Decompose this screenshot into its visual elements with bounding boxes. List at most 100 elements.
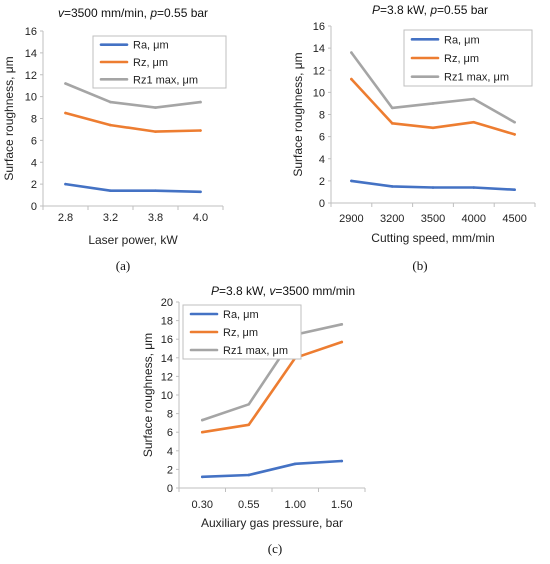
x-tick-label: 1.00: [285, 499, 306, 511]
y-tick-label: 16: [161, 334, 173, 346]
chart-title-part: =3500 mm/min,: [64, 6, 150, 20]
chart-title: P=3.8 kW, v=3500 mm/min: [211, 284, 355, 298]
chart-title-part: p: [429, 3, 437, 17]
y-tick-label: 10: [313, 87, 325, 99]
chart-title-part: =3.8 kW,: [380, 3, 430, 17]
y-axis-label: Surface roughness, μm: [141, 333, 155, 457]
data-point-rz1-max-m: [513, 120, 516, 124]
series-line-rz-m: [201, 340, 344, 434]
panel-caption: (b): [412, 258, 427, 273]
data-point-rz-m: [64, 111, 67, 115]
chart-title-part: =0.55 bar: [157, 6, 208, 20]
x-axis-label: Laser power, kW: [88, 233, 178, 247]
x-tick-label: 0.55: [238, 499, 259, 511]
data-point-rz1-max-m: [199, 100, 202, 104]
data-point-rz-m: [513, 133, 516, 136]
x-tick-label: 1.50: [331, 499, 352, 511]
legend-label: Rz1 max, μm: [223, 345, 288, 357]
y-tick-label: 12: [313, 65, 325, 77]
chart-title-part: P: [372, 3, 380, 17]
y-tick-label: 14: [161, 353, 173, 365]
chart-title-part: =3500 mm/min: [275, 284, 355, 298]
x-tick-label: 3500: [421, 213, 445, 225]
y-tick-label: 14: [313, 43, 325, 55]
y-tick-label: 2: [31, 179, 37, 191]
data-point-rz-m: [154, 130, 157, 133]
data-point-rz-m: [472, 120, 476, 124]
chart-panel-2: P=3.8 kW, p=0.55 bar 0 2 4 6 8 10 12 14 16 2900 320…: [291, 3, 536, 273]
x-tick-label: 3200: [380, 213, 404, 225]
x-tick-label: 0.30: [192, 499, 213, 511]
data-point-rz-m: [340, 340, 344, 344]
y-axis-label: Surface roughness, μm: [291, 52, 305, 176]
y-tick-label: 0: [31, 201, 37, 213]
data-point-rz1-max-m: [350, 51, 353, 54]
data-point-rz1-max-m: [109, 100, 112, 104]
x-axis-label: Auxiliary gas pressure, bar: [201, 516, 343, 530]
y-tick-label: 4: [319, 154, 325, 166]
legend-label: Ra, μm: [133, 40, 169, 52]
y-tick-label: 0: [167, 483, 173, 495]
legend: Ra, μm Rz, μm Rz1 max, μm: [92, 35, 227, 89]
y-tick-label: 20: [161, 297, 173, 309]
x-tick-label: 3.8: [148, 212, 163, 224]
legend-label: Ra, μm: [223, 309, 259, 321]
panel-caption: (a): [116, 258, 130, 273]
legend-label: Ra, μm: [444, 34, 480, 46]
data-point-ra-m: [340, 459, 344, 463]
data-point-ra-m: [247, 473, 251, 477]
chart-title: P=3.8 kW, p=0.55 bar: [372, 3, 488, 17]
legend-label: Rz, μm: [444, 53, 479, 65]
data-point-rz-m: [200, 430, 204, 434]
data-point-ra-m: [472, 186, 476, 189]
x-axis-label: Cutting speed, mm/min: [371, 231, 494, 245]
data-point-ra-m: [109, 189, 112, 192]
data-point-ra-m: [431, 186, 435, 189]
data-point-rz1-max-m: [340, 323, 344, 326]
data-point-ra-m: [199, 190, 202, 194]
x-tick-label: 4.0: [193, 212, 208, 224]
data-point-rz1-max-m: [64, 82, 67, 85]
data-point-rz1-max-m: [154, 106, 157, 109]
data-point-ra-m: [390, 185, 394, 188]
y-tick-label: 16: [25, 26, 37, 38]
data-point-rz-m: [109, 123, 112, 127]
y-tick-label: 2: [167, 464, 173, 476]
chart-title-part: v: [58, 6, 65, 20]
chart-title-part: P: [211, 284, 219, 298]
y-tick-label: 6: [31, 135, 37, 147]
legend-label: Rz, μm: [133, 57, 168, 69]
y-tick-label: 0: [319, 198, 325, 210]
y-tick-label: 8: [31, 114, 37, 126]
y-tick-label: 10: [161, 390, 173, 402]
x-tick-label: 4500: [502, 213, 526, 225]
y-tick-label: 14: [25, 48, 37, 60]
chart-title: v=3500 mm/min, p=0.55 bar: [58, 6, 208, 20]
legend: Ra, μm Rz, μm Rz1 max, μm: [403, 29, 533, 87]
y-tick-label: 16: [313, 21, 325, 33]
y-tick-label: 2: [319, 176, 325, 188]
x-tick-label: 2900: [339, 213, 363, 225]
y-tick-label: 4: [167, 446, 173, 458]
data-point-ra-m: [513, 188, 516, 192]
chart-panel-3: P=3.8 kW, v=3500 mm/min 0 2 4 6 8 10 12 14 16 18 20…: [141, 284, 366, 556]
series-line-ra-m: [64, 182, 202, 194]
y-tick-label: 6: [167, 427, 173, 439]
series-line-rz1-max-m: [64, 82, 202, 109]
data-point-rz1-max-m: [431, 102, 435, 105]
data-point-ra-m: [293, 462, 297, 466]
chart-title-part: =0.55 bar: [437, 3, 488, 17]
data-point-ra-m: [350, 179, 353, 183]
data-point-rz1-max-m: [200, 418, 204, 422]
data-point-rz-m: [247, 423, 251, 427]
data-point-ra-m: [154, 189, 157, 192]
legend: Ra, μm Rz, μm Rz1 max, μm: [182, 304, 302, 360]
series-line-ra-m: [201, 459, 344, 479]
chart-title-part: v: [269, 284, 276, 298]
data-point-rz-m: [390, 122, 394, 125]
panel-caption: (c): [268, 541, 282, 556]
chart-panel-1: v=3500 mm/min, p=0.55 bar 0 2 4 6 8 10 12 14 16 2.…: [2, 6, 227, 273]
data-point-rz1-max-m: [472, 97, 476, 101]
x-tick-label: 2.8: [58, 212, 73, 224]
